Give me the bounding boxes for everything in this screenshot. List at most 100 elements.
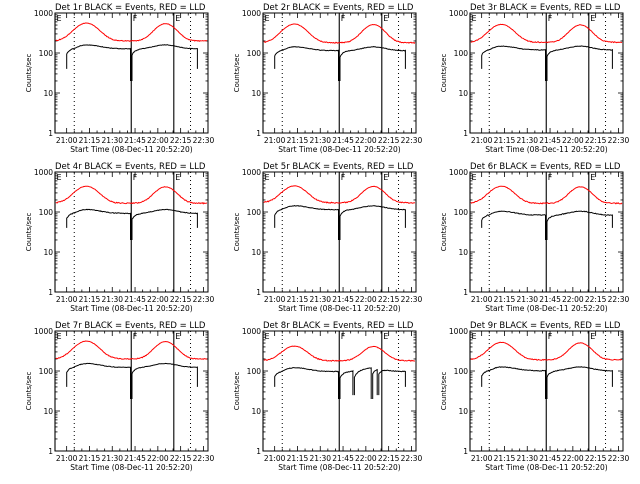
x-tick-label: 22:15 [170, 295, 192, 304]
lld-series-line [263, 185, 416, 204]
y-tick-label: 1000 [242, 168, 261, 177]
x-tick-label: 21:15 [79, 454, 101, 463]
x-tick-label: 21:15 [287, 295, 309, 304]
x-tick-label: 22:15 [170, 454, 192, 463]
panel-5: Det 5r BLACK = Events, RED = LLD 1 10 100 10… [233, 162, 422, 313]
x-tick-label: 21:30 [309, 454, 331, 463]
x-axis-label: Start Time (08-Dec-11 20:52:20) [278, 463, 400, 472]
x-tick-label: 21:00 [264, 136, 286, 145]
x-tick-label: 21:45 [124, 454, 146, 463]
x-tick-label: 21:45 [124, 295, 146, 304]
y-axis-label: Counts/sec [25, 213, 33, 252]
y-tick-label: 10 [251, 248, 261, 257]
y-tick-label: 100 [39, 367, 54, 376]
x-tick-label: 22:15 [585, 136, 607, 145]
events-series-line [66, 208, 131, 240]
y-tick-label: 10 [458, 248, 468, 257]
x-tick-label: 22:15 [585, 454, 607, 463]
x-tick-label: 21:15 [287, 136, 309, 145]
y-tick-label: 10 [251, 407, 261, 416]
panel-4: Det 4r BLACK = Events, RED = LLD 1 10 100 10… [25, 162, 214, 313]
x-tick-label: 21:30 [101, 136, 123, 145]
y-tick-label: 10 [43, 407, 53, 416]
x-tick-label: 21:00 [56, 136, 78, 145]
panel-title: Det 5r BLACK = Events, RED = LLD [263, 162, 414, 172]
y-tick-label: 1 [48, 288, 53, 297]
marker-label: E [472, 332, 477, 341]
x-tick-label: 22:15 [378, 136, 400, 145]
panel-6: Det 6r BLACK = Events, RED = LLD 1 10 100 10… [440, 162, 629, 313]
x-tick-label: 21:00 [471, 295, 493, 304]
y-tick-label: 100 [247, 367, 262, 376]
y-tick-label: 1000 [34, 327, 53, 336]
marker-label: E [265, 173, 270, 182]
lld-series-line [470, 341, 623, 361]
x-tick-label: 21:45 [539, 136, 561, 145]
lld-series-line [470, 185, 623, 205]
events-series-line [131, 362, 198, 399]
marker-label: E [590, 173, 595, 182]
y-tick-label: 1000 [242, 327, 261, 336]
marker-label: E [57, 173, 62, 182]
events-series-line [339, 369, 354, 399]
y-tick-label: 1000 [449, 168, 468, 177]
marker-label: E [590, 14, 595, 23]
events-series-line [131, 44, 198, 81]
y-tick-label: 10 [458, 407, 468, 416]
x-tick-label: 21:15 [287, 454, 309, 463]
x-tick-label: 21:15 [79, 136, 101, 145]
marker-label: F [133, 14, 138, 23]
x-tick-label: 21:30 [101, 454, 123, 463]
marker-label: E [383, 14, 388, 23]
marker-label: E [472, 14, 477, 23]
events-series-line [481, 210, 546, 240]
y-tick-label: 100 [454, 367, 469, 376]
x-axis-label: Start Time (08-Dec-11 20:52:20) [278, 145, 400, 154]
x-axis-label: Start Time (08-Dec-11 20:52:20) [70, 304, 192, 313]
x-tick-label: 22:00 [355, 136, 377, 145]
x-tick-label: 21:45 [332, 136, 354, 145]
marker-label: E [590, 332, 595, 341]
y-tick-label: 1 [256, 129, 261, 138]
y-tick-label: 1 [463, 447, 468, 456]
x-axis-label: Start Time (08-Dec-11 20:52:20) [278, 304, 400, 313]
events-series-line [372, 368, 378, 399]
lld-series-line [55, 340, 208, 360]
y-tick-label: 1 [48, 129, 53, 138]
x-tick-label: 22:30 [401, 136, 423, 145]
y-axis-label: Counts/sec [25, 372, 33, 411]
events-series-line [378, 369, 406, 396]
marker-label: E [175, 14, 180, 23]
marker-label: F [341, 332, 346, 341]
y-tick-label: 100 [454, 49, 469, 58]
events-series-line [481, 45, 546, 81]
lld-series-line [263, 345, 415, 362]
lld-series-line [55, 185, 208, 205]
marker-label: E [383, 332, 388, 341]
y-tick-label: 10 [251, 89, 261, 98]
x-tick-label: 21:00 [471, 454, 493, 463]
x-tick-label: 21:45 [539, 295, 561, 304]
y-tick-label: 100 [454, 208, 469, 217]
x-tick-label: 22:15 [378, 454, 400, 463]
panel-1: Det 1r BLACK = Events, RED = LLD 1 10 100 10… [25, 3, 214, 154]
x-tick-label: 22:30 [193, 454, 215, 463]
y-tick-label: 1 [256, 288, 261, 297]
marker-label: E [175, 173, 180, 182]
x-tick-label: 22:00 [562, 136, 584, 145]
marker-label: E [472, 173, 477, 182]
panel-title: Det 1r BLACK = Events, RED = LLD [55, 3, 206, 13]
y-tick-label: 10 [43, 248, 53, 257]
x-tick-label: 22:00 [147, 295, 169, 304]
y-axis-label: Counts/sec [440, 213, 448, 252]
x-tick-label: 21:30 [516, 454, 538, 463]
x-tick-label: 21:00 [56, 295, 78, 304]
marker-label: E [265, 332, 270, 341]
x-tick-label: 21:00 [264, 454, 286, 463]
x-tick-label: 21:30 [101, 295, 123, 304]
y-axis-label: Counts/sec [440, 54, 448, 93]
x-tick-label: 22:00 [147, 136, 169, 145]
panel-8: Det 8r BLACK = Events, RED = LLD 1 10 100 10… [233, 321, 422, 472]
marker-label: E [57, 332, 62, 341]
